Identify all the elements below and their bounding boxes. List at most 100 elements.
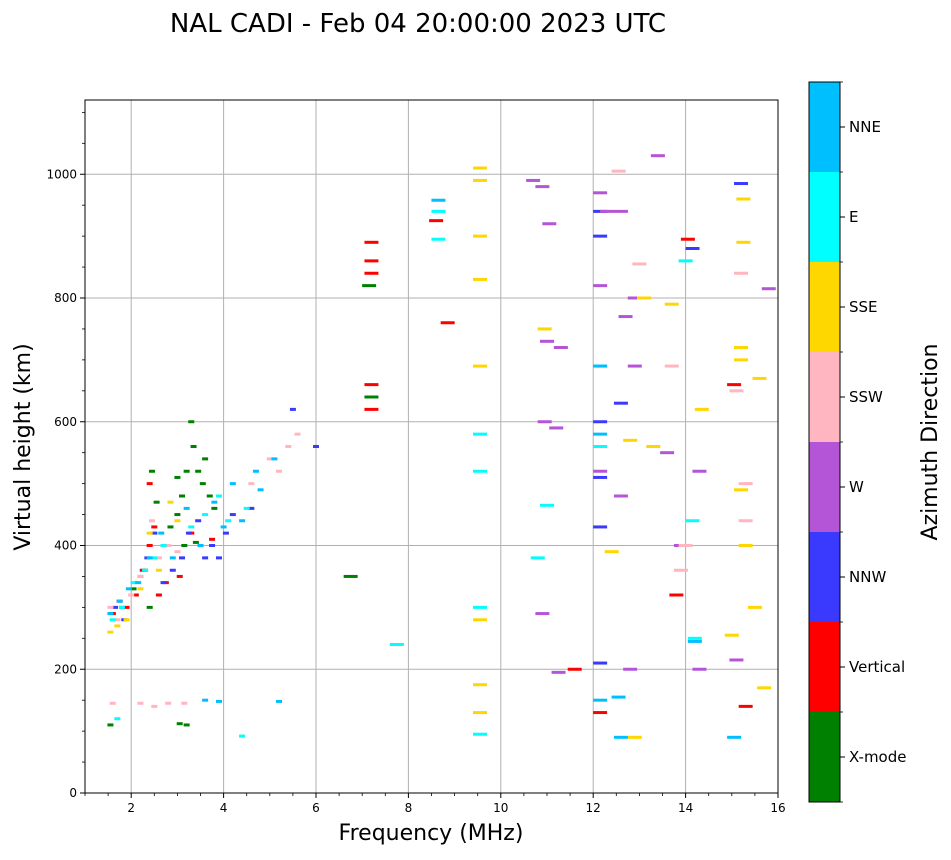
data-point-sse xyxy=(736,240,751,244)
data-point-x-mode xyxy=(188,420,195,424)
data-point-nnw xyxy=(313,445,319,448)
data-point-e xyxy=(160,544,167,547)
y-tick-label: 400 xyxy=(54,539,77,553)
data-point-nne xyxy=(197,544,204,547)
data-point-nne xyxy=(183,506,190,510)
data-point-nne xyxy=(687,639,702,643)
data-point-vertical xyxy=(364,383,379,387)
data-point-ssw xyxy=(107,605,114,609)
data-point-nnw xyxy=(151,531,158,535)
data-point-sse xyxy=(155,568,162,572)
x-tick-label: 12 xyxy=(586,801,601,815)
data-point-x-mode xyxy=(146,605,153,609)
data-point-nnw xyxy=(248,506,255,510)
data-point-w xyxy=(542,222,557,226)
data-point-nnw xyxy=(209,544,216,547)
data-point-sse xyxy=(107,630,114,634)
data-point-ssw xyxy=(148,519,155,523)
data-point-vertical xyxy=(364,259,379,263)
data-point-w xyxy=(761,287,776,291)
data-point-vertical xyxy=(727,383,742,387)
data-point-vertical xyxy=(567,667,582,671)
data-point-ssw xyxy=(611,169,626,173)
data-point-e xyxy=(473,605,488,609)
data-point-ssw xyxy=(294,432,301,436)
data-point-sse xyxy=(747,605,762,609)
y-tick-label: 600 xyxy=(54,415,77,429)
data-point-w xyxy=(537,420,552,424)
data-point-x-mode xyxy=(199,482,206,486)
data-point-vertical xyxy=(364,407,379,411)
data-point-sse xyxy=(473,178,488,182)
data-point-nne xyxy=(211,500,218,504)
data-point-sse xyxy=(137,587,144,591)
data-point-ssw xyxy=(181,701,188,705)
y-tick-label: 200 xyxy=(54,662,77,676)
data-point-nne xyxy=(431,198,446,202)
data-point-w xyxy=(600,209,615,213)
data-point-w xyxy=(526,178,541,182)
data-point-nne xyxy=(593,698,608,702)
data-point-ssw xyxy=(137,701,144,705)
data-point-e xyxy=(685,519,700,523)
data-point-x-mode xyxy=(195,469,202,473)
data-point-x-mode xyxy=(153,500,160,504)
data-point-x-mode xyxy=(190,445,197,448)
marks-layer xyxy=(107,154,776,739)
data-point-ssw xyxy=(729,389,744,393)
data-point-e xyxy=(473,732,488,736)
data-point-nne xyxy=(220,525,227,529)
data-point-ssw xyxy=(151,704,158,708)
data-point-nne xyxy=(116,599,123,603)
data-point-ssw xyxy=(276,469,283,473)
data-point-nnw xyxy=(289,407,296,411)
axes-layer: 2 4 6 8 10 12 14 16 0 200 400 600 800 1000 xyxy=(46,111,786,815)
data-point-nne xyxy=(229,482,236,486)
x-tick-label: 4 xyxy=(220,801,228,815)
data-point-vertical xyxy=(680,237,695,241)
data-point-sse xyxy=(473,683,488,687)
data-point-nnw xyxy=(593,661,608,665)
data-point-ssw xyxy=(137,574,144,578)
colorbar-segment xyxy=(809,532,840,622)
data-point-ssw xyxy=(734,271,749,275)
colorbar-tick-label: X-mode xyxy=(849,748,906,766)
x-tick-label: 2 xyxy=(127,801,135,815)
data-point-nnw xyxy=(215,556,222,560)
data-point-ssw xyxy=(285,445,292,448)
data-point-x-mode xyxy=(176,722,183,726)
data-point-e xyxy=(431,237,446,241)
data-point-vertical xyxy=(132,593,139,597)
data-point-ssw xyxy=(738,519,753,523)
data-point-w xyxy=(535,612,550,616)
y-axis-label: Virtual height (km) xyxy=(11,343,36,550)
data-point-sse xyxy=(537,327,552,331)
data-point-e xyxy=(431,209,446,213)
y-tick-label: 0 xyxy=(69,786,77,800)
data-point-vertical xyxy=(669,593,684,597)
data-point-e xyxy=(109,618,116,622)
data-point-w xyxy=(535,185,550,189)
data-point-ssw xyxy=(128,593,135,597)
data-point-x-mode xyxy=(148,469,155,473)
data-point-sse xyxy=(664,302,679,306)
data-point-vertical xyxy=(151,525,158,529)
colorbar-segment xyxy=(809,82,840,172)
x-tick-label: 8 xyxy=(405,801,413,815)
data-point-w xyxy=(593,469,608,473)
data-point-sse xyxy=(473,618,488,622)
data-point-e xyxy=(687,636,702,640)
colorbar-tick-label: SSE xyxy=(849,298,878,316)
data-point-nne xyxy=(135,581,142,585)
data-point-nnw xyxy=(179,556,186,560)
data-point-vertical xyxy=(155,593,162,597)
data-point-x-mode xyxy=(107,723,114,727)
data-point-w xyxy=(593,284,608,288)
data-point-ssw xyxy=(678,544,693,547)
data-point-nne xyxy=(613,735,628,739)
data-point-sse xyxy=(637,296,652,300)
data-point-w xyxy=(627,364,642,368)
colorbar-tick-label: W xyxy=(849,478,864,496)
data-point-x-mode xyxy=(183,723,190,727)
data-point-vertical xyxy=(146,544,153,547)
